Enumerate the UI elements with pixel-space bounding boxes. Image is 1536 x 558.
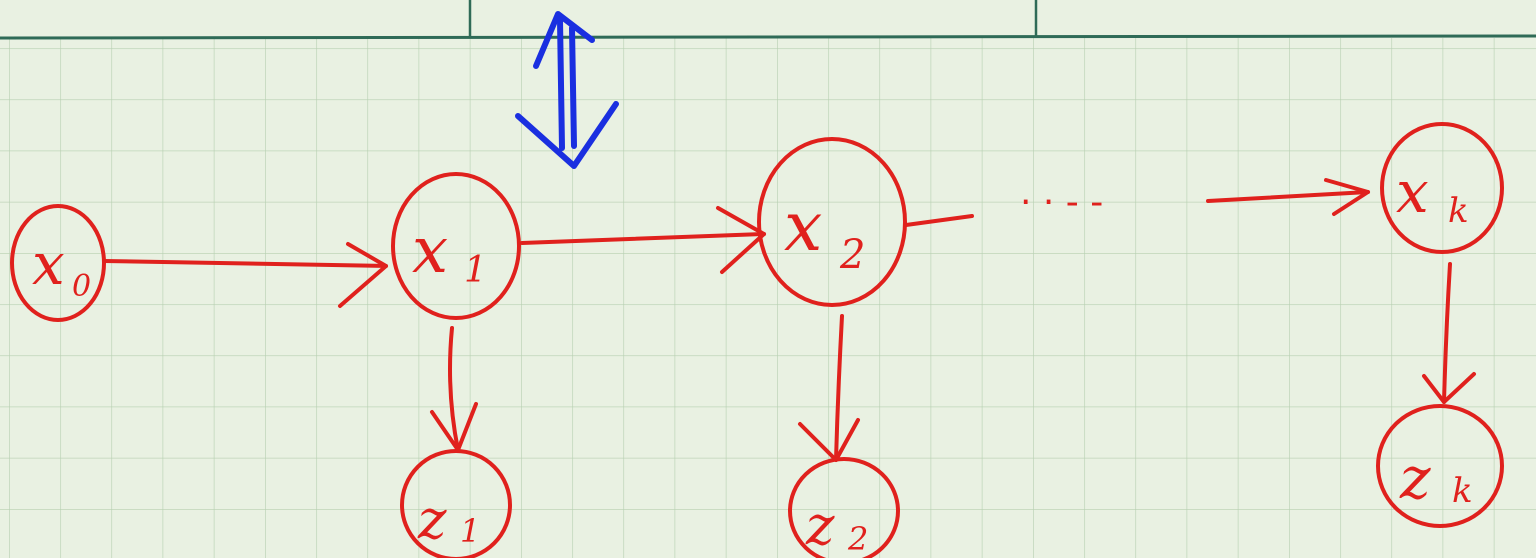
edge-x1-x2-arrowhead: [716, 206, 766, 274]
edge-in-xk: [1206, 190, 1370, 203]
edge-x0-x1-arrowhead: [338, 242, 388, 308]
node-x2: x 2: [757, 137, 907, 307]
node-xk-base: x: [1396, 158, 1429, 226]
node-xk: x k: [1380, 122, 1504, 254]
node-x1-base: x: [412, 214, 448, 288]
node-z1-base: z: [417, 488, 447, 551]
node-zk-sub: k: [1452, 471, 1473, 511]
node-x0-base: x: [32, 230, 65, 298]
node-z1-sub: 1: [460, 512, 480, 550]
node-x2-base: x: [784, 188, 822, 267]
node-x0-sub: 0: [72, 269, 91, 304]
edge-x2-out: [904, 214, 974, 227]
node-xk-sub: k: [1448, 191, 1469, 231]
double-arrow-icon: [515, 11, 619, 169]
node-x0: x 0: [10, 204, 106, 322]
edge-x1-x2: [520, 232, 766, 245]
edge-x2-z2: [834, 314, 844, 462]
edge-xk-zk-arrowhead: [1422, 372, 1476, 404]
ellipsis-text: · · - -: [1020, 182, 1103, 223]
node-z2: z 2: [788, 457, 900, 558]
edge-x0-x1: [102, 259, 388, 268]
node-x1: x 1: [391, 172, 521, 320]
node-x2-sub: 2: [839, 232, 865, 278]
node-x1-sub: 1: [464, 250, 487, 291]
node-zk: z k: [1376, 404, 1504, 528]
node-z2-base: z: [805, 494, 835, 557]
edge-x1-z1: [448, 326, 460, 452]
header-divider: [0, 34, 1536, 40]
edge-in-xk-arrowhead: [1324, 178, 1370, 216]
node-z1: z 1: [400, 449, 512, 558]
header-band: [0, 0, 1536, 38]
node-z2-sub: 2: [847, 520, 868, 558]
node-zk-base: z: [1399, 444, 1431, 512]
edge-xk-zk: [1442, 262, 1452, 404]
